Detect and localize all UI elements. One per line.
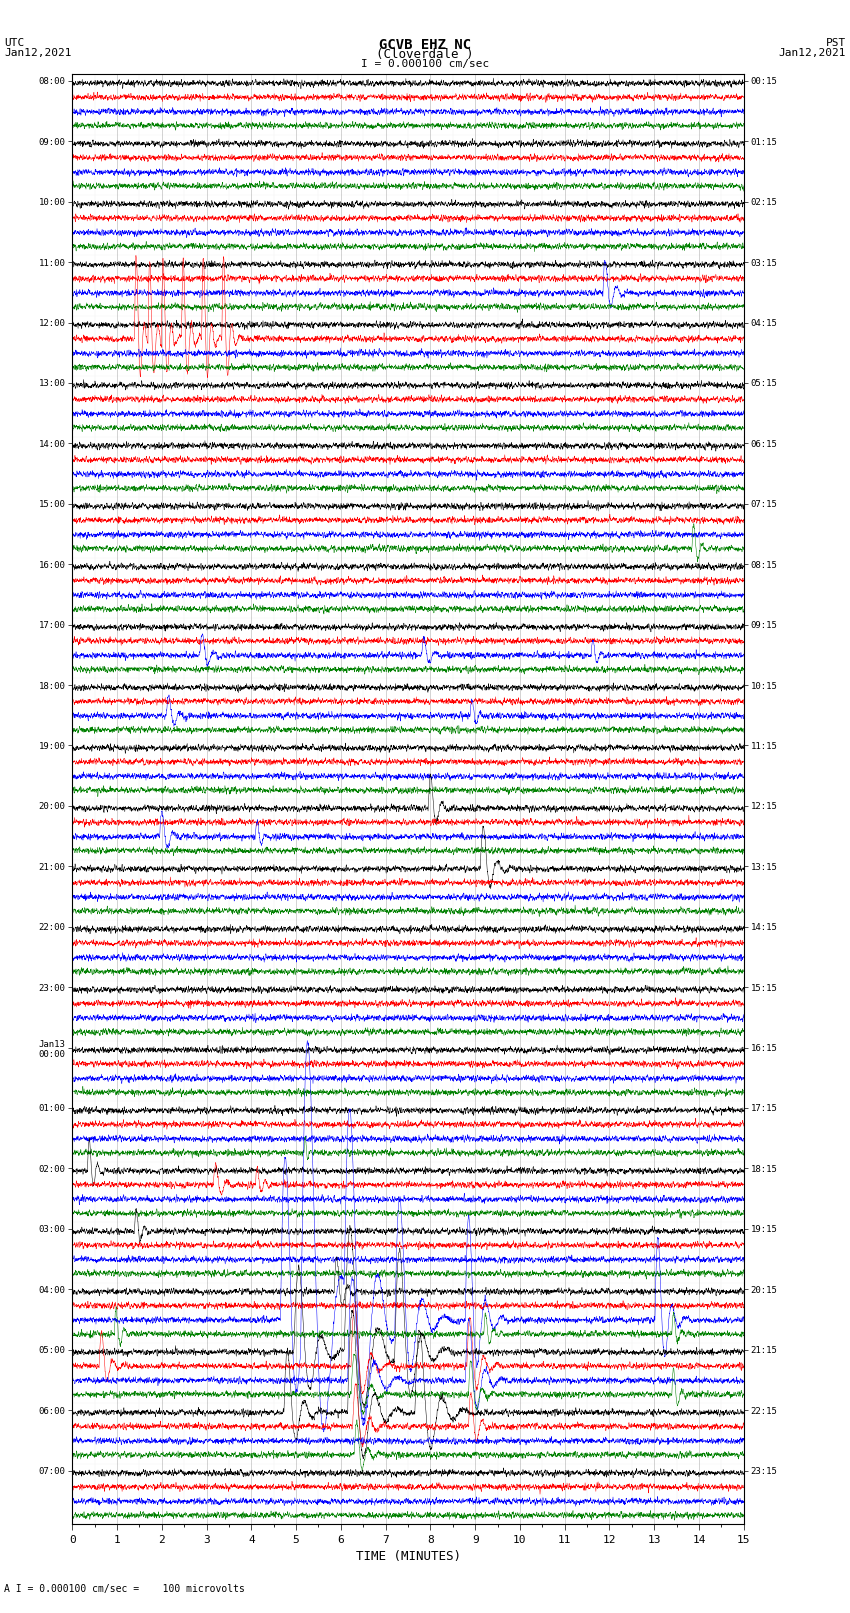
Text: A I = 0.000100 cm/sec =    100 microvolts: A I = 0.000100 cm/sec = 100 microvolts [4, 1584, 245, 1594]
X-axis label: TIME (MINUTES): TIME (MINUTES) [355, 1550, 461, 1563]
Text: I = 0.000100 cm/sec: I = 0.000100 cm/sec [361, 58, 489, 68]
Text: UTC: UTC [4, 37, 25, 48]
Text: Jan12,2021: Jan12,2021 [4, 48, 71, 58]
Text: GCVB EHZ NC: GCVB EHZ NC [379, 37, 471, 52]
Text: Jan12,2021: Jan12,2021 [779, 48, 846, 58]
Text: PST: PST [825, 37, 846, 48]
Text: (Cloverdale ): (Cloverdale ) [377, 48, 473, 61]
